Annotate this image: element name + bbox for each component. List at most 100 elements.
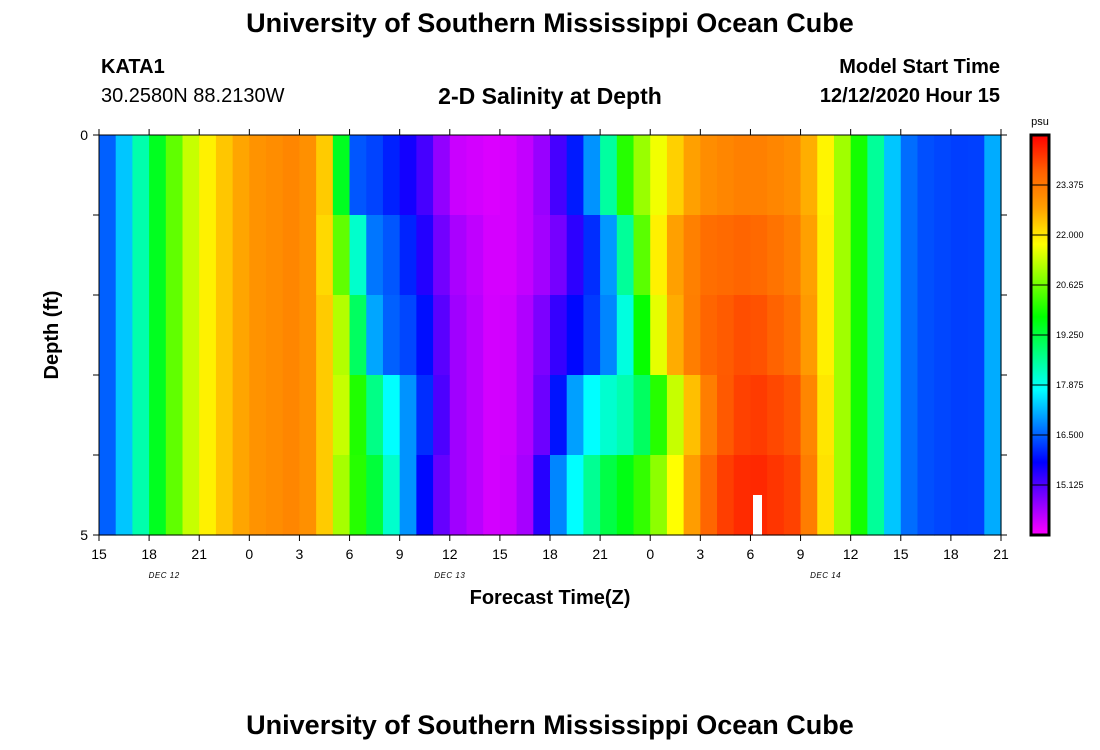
heatmap-cell (934, 295, 952, 376)
heatmap-cell (867, 455, 885, 536)
heatmap-cell (717, 455, 735, 536)
heatmap-cells (99, 135, 1002, 536)
heatmap-cell (416, 375, 434, 456)
heatmap-cell (449, 375, 468, 456)
heatmap-cell (683, 455, 701, 536)
heatmap-cell (433, 375, 451, 456)
heatmap-cell (566, 455, 584, 536)
heatmap-cell (182, 295, 200, 376)
model-start-label: Model Start Time (839, 56, 1000, 78)
heatmap-cell (266, 295, 284, 376)
heatmap-cell (950, 215, 969, 296)
heatmap-cell (717, 215, 735, 296)
heatmap-cell (449, 135, 468, 216)
heatmap-cell (416, 455, 434, 536)
heatmap-cell (165, 295, 184, 376)
heatmap-cell (516, 375, 534, 456)
x-tick-label: 21 (993, 546, 1009, 562)
heatmap-cell (683, 375, 701, 456)
heatmap-cell (950, 135, 969, 216)
heatmap-cell (282, 455, 301, 536)
heatmap-cell (750, 375, 768, 456)
x-tick-label: 12 (843, 546, 859, 562)
heatmap-cell (466, 135, 484, 216)
heatmap-cell (149, 375, 167, 456)
heatmap-cell (382, 455, 401, 536)
colorbar-tick-label: 15.125 (1056, 480, 1084, 490)
heatmap-cell (382, 295, 401, 376)
heatmap-cell (583, 215, 601, 296)
heatmap-cell (483, 295, 501, 376)
heatmap-cell (199, 455, 217, 536)
heatmap-cell (967, 455, 985, 536)
heatmap-cell (550, 375, 568, 456)
heatmap-cell (783, 215, 802, 296)
heatmap-cell (99, 295, 117, 376)
heatmap-cell (934, 135, 952, 216)
heatmap-cell (366, 455, 384, 536)
heatmap-cell (666, 215, 685, 296)
heatmap-cell (950, 375, 969, 456)
heatmap-cell (483, 375, 501, 456)
heatmap-cell (633, 295, 651, 376)
x-tick-label: 18 (542, 546, 558, 562)
heatmap-cell (99, 455, 117, 536)
heatmap-cell (249, 215, 267, 296)
heatmap-cell (349, 295, 367, 376)
heatmap-cell (466, 455, 484, 536)
heatmap-cell (533, 455, 551, 536)
x-tick-label: 18 (943, 546, 959, 562)
heatmap-cell (115, 455, 133, 536)
heatmap-cell (850, 295, 868, 376)
x-tick-label: 15 (492, 546, 508, 562)
heatmap-cell (199, 295, 217, 376)
heatmap-cell (316, 455, 334, 536)
heatmap-cell (483, 455, 501, 536)
heatmap-cell (316, 135, 334, 216)
heatmap-cell (499, 135, 518, 216)
heatmap-cell (934, 455, 952, 536)
date-label: DEC 14 (810, 571, 841, 580)
heatmap-cell (616, 215, 635, 296)
heatmap-cell (867, 135, 885, 216)
heatmap-cell (850, 135, 868, 216)
heatmap-cell (900, 375, 919, 456)
heatmap-cell (433, 135, 451, 216)
colorbar-unit: psu (1031, 116, 1049, 128)
heatmap-cell (199, 375, 217, 456)
heatmap-cell (232, 455, 250, 536)
date-label: DEC 12 (149, 571, 180, 580)
heatmap-cell (650, 135, 668, 216)
x-tick-label: 3 (696, 546, 704, 562)
heatmap-cell (934, 375, 952, 456)
heatmap-cell (165, 375, 184, 456)
heatmap-cell (767, 135, 785, 216)
heatmap-cell (366, 375, 384, 456)
heatmap-cell (917, 215, 935, 296)
heatmap-cell (900, 455, 919, 536)
heatmap-cell (700, 295, 718, 376)
heatmap-cell (583, 455, 601, 536)
heatmap-cell (416, 135, 434, 216)
heatmap-cell (967, 135, 985, 216)
heatmap-cell (583, 135, 601, 216)
heatmap-cell (115, 295, 133, 376)
heatmap-cell (165, 135, 184, 216)
heatmap-cell (616, 135, 635, 216)
heatmap-cell (416, 215, 434, 296)
heatmap-cell (399, 295, 417, 376)
heatmap-cell (616, 375, 635, 456)
station-id: KATA1 (101, 56, 165, 78)
colorbar-tick-label: 16.500 (1056, 430, 1084, 440)
heatmap-cell (733, 295, 752, 376)
heatmap-cell (282, 215, 301, 296)
heatmap-cell (349, 135, 367, 216)
heatmap-cell (182, 455, 200, 536)
heatmap-cell (833, 455, 852, 536)
heatmap-cell (382, 375, 401, 456)
heatmap-cell (833, 295, 852, 376)
heatmap-cell (717, 295, 735, 376)
heatmap-cell (433, 455, 451, 536)
heatmap-cell (382, 215, 401, 296)
heatmap-cell (566, 215, 584, 296)
